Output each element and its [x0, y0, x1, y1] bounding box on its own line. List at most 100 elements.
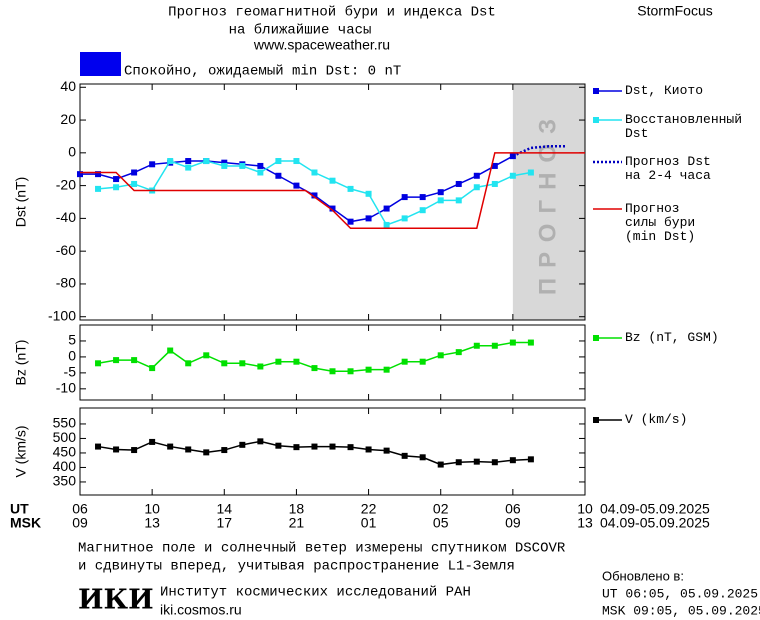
brand: StormFocus: [637, 3, 712, 19]
data-point: [293, 358, 300, 365]
data-point: [311, 169, 318, 176]
data-point: [293, 158, 300, 165]
data-point: [185, 360, 192, 367]
data-point: [419, 207, 426, 214]
x-row-label: MSK: [10, 515, 41, 531]
data-point: [203, 158, 210, 165]
data-point: [149, 365, 156, 372]
data-point: [257, 438, 264, 445]
site: iki.cosmos.ru: [160, 602, 242, 618]
y-tick-label: -40: [56, 209, 76, 225]
data-point: [95, 171, 102, 178]
data-point: [527, 169, 534, 176]
data-point: [473, 172, 480, 179]
data-point: [167, 347, 174, 354]
data-point: [401, 215, 408, 222]
data-point: [419, 454, 426, 461]
y-tick-label: 20: [60, 111, 76, 127]
data-point: [149, 161, 156, 168]
data-point: [113, 176, 120, 183]
frame: [79, 407, 586, 496]
data-point: [239, 360, 246, 367]
data-point: [437, 189, 444, 196]
y-tick-label: 0: [68, 348, 76, 364]
legend-marker: [593, 335, 599, 341]
data-point: [203, 352, 210, 359]
y-axis-label: Dst (nT): [13, 177, 29, 228]
data-point: [185, 446, 192, 453]
data-point: [491, 162, 498, 169]
y-tick-label: -60: [56, 242, 76, 258]
data-point: [527, 339, 534, 346]
x-tick-label: 10: [144, 501, 160, 517]
data-point: [365, 446, 372, 453]
title: Прогноз геомагнитной бури и индекса Dst: [168, 4, 496, 21]
data-point: [95, 360, 102, 367]
data-point: [347, 218, 354, 225]
y-tick-label: 5: [68, 332, 76, 348]
data-point: [167, 158, 174, 165]
x-tick-label: 02: [433, 501, 449, 517]
forecast-label: ПРОГНОЗ: [534, 109, 561, 295]
data-point: [473, 458, 480, 465]
data-point: [329, 177, 336, 184]
data-point: [329, 443, 336, 450]
data-point: [455, 197, 462, 204]
y-tick-label: 400: [53, 458, 77, 474]
y-tick-label: -20: [56, 176, 76, 192]
data-point: [383, 221, 390, 228]
x-dates: 04.09-05.09.2025: [600, 515, 710, 531]
data-point: [437, 461, 444, 468]
x-tick-label: 18: [289, 501, 305, 517]
data-point: [383, 447, 390, 454]
frame: [79, 324, 586, 401]
x-row-label: UT: [10, 501, 29, 517]
data-point: [131, 169, 138, 176]
x-tick-label: 01: [361, 515, 377, 531]
institute: Институт космических исследований РАН: [160, 584, 471, 601]
data-point: [473, 342, 480, 349]
x-tick-label: 06: [505, 501, 521, 517]
data-point: [401, 358, 408, 365]
legend-entry: Dst, Киото: [625, 83, 704, 98]
data-point: [491, 459, 498, 466]
y-tick-label: -100: [48, 307, 76, 323]
data-point: [365, 366, 372, 373]
data-point: [113, 446, 120, 453]
status: Спокойно, ожидаемый min Dst: 0 nT: [124, 63, 401, 80]
data-point: [419, 358, 426, 365]
updated-label: Обновлено в:: [602, 568, 684, 583]
x-tick-label: 06: [72, 501, 88, 517]
data-point: [239, 162, 246, 169]
data-point: [527, 456, 534, 463]
x-tick-label: 22: [361, 501, 377, 517]
data-point: [509, 457, 516, 464]
series-line: [80, 152, 585, 229]
data-point: [275, 172, 282, 179]
updated-ut: UT 06:05, 05.09.2025: [602, 586, 758, 601]
data-point: [455, 349, 462, 356]
data-point: [275, 442, 282, 449]
data-point: [419, 194, 426, 201]
data-point: [491, 180, 498, 187]
x-tick-label: 13: [577, 515, 593, 531]
logo: ИКИ: [78, 585, 154, 616]
data-point: [401, 452, 408, 459]
y-axis-label: V (km/s): [13, 425, 29, 477]
data-point: [509, 172, 516, 179]
x-dates: 04.09-05.09.2025: [600, 501, 710, 517]
series-line: [80, 155, 514, 223]
data-point: [275, 358, 282, 365]
data-point: [437, 352, 444, 359]
legend-marker: [593, 88, 599, 94]
y-tick-label: 350: [53, 473, 77, 489]
data-point: [185, 164, 192, 171]
y-tick-label: 500: [53, 429, 77, 445]
data-point: [455, 180, 462, 187]
y-tick-label: 40: [60, 78, 76, 94]
y-tick-label: 550: [53, 415, 77, 431]
data-point: [383, 366, 390, 373]
url: www.spaceweather.ru: [253, 37, 390, 53]
data-point: [257, 169, 264, 176]
x-tick-label: 14: [216, 501, 232, 517]
